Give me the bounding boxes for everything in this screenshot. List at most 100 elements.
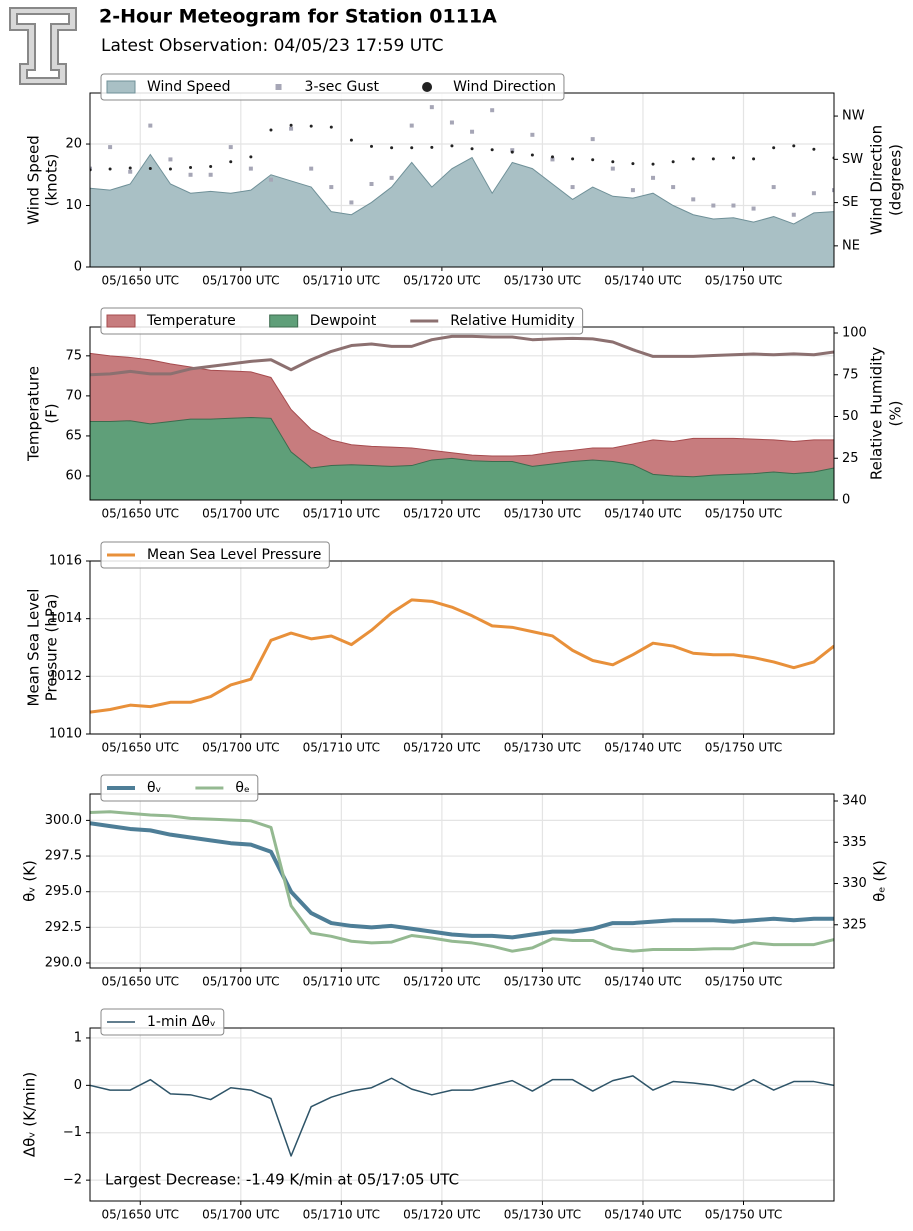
y-tick-label: 75 (65, 348, 82, 363)
x-tick-label: 05/1730 UTC (504, 975, 581, 989)
direction-point (209, 165, 213, 169)
gust-point (329, 185, 334, 190)
y2-tick-label: 340 (842, 794, 867, 809)
gust-point (228, 145, 233, 150)
y2-tick-label: 75 (842, 367, 859, 382)
legend-label: 1-min Δθᵥ (147, 1014, 216, 1030)
y-label: Δθᵥ (K/min) (21, 1072, 39, 1157)
x-tick-label: 05/1750 UTC (705, 1208, 782, 1222)
gust-point (289, 126, 294, 131)
legend-swatch (275, 84, 282, 90)
x-tick-label: 05/1710 UTC (303, 741, 380, 755)
direction-point (148, 166, 152, 170)
area-edge (90, 352, 834, 457)
y-tick-label: 292.5 (45, 920, 82, 935)
y2-label: (%) (887, 401, 905, 427)
x-tick-label: 05/1750 UTC (705, 975, 782, 989)
y-tick-label: 297.5 (45, 849, 82, 864)
x-tick-label: 05/1710 UTC (303, 975, 380, 989)
x-tick-label: 05/1710 UTC (303, 274, 380, 288)
gust-point (309, 166, 314, 171)
panel: 05/1650 UTC 05/1700 UTC 05/1710 UTC 05/1720… (25, 73, 905, 288)
direction-point (108, 167, 112, 171)
gust-point (470, 129, 475, 134)
y-tick-label: 65 (65, 428, 82, 443)
y-tick-label: 1010 (49, 727, 82, 742)
x-tick-label: 05/1740 UTC (604, 975, 681, 989)
legend-box (100, 73, 565, 101)
x-tick-label: 05/1720 UTC (403, 975, 480, 989)
x-tick-label: 05/1730 UTC (504, 274, 581, 288)
y-tick-label: 0 (74, 260, 82, 275)
direction-point (691, 157, 695, 161)
legend: Mean Sea Level Pressure (100, 541, 330, 569)
y-tick-label: 0 (74, 1078, 82, 1093)
y-label: (F) (43, 403, 61, 423)
area-edge (90, 417, 834, 478)
legend-swatch (106, 80, 136, 94)
x-tick-label: 05/1720 UTC (403, 1208, 480, 1222)
direction-point (550, 155, 554, 159)
gust-point (90, 166, 92, 171)
y-tick-label: 290.0 (45, 956, 82, 971)
legend-box (100, 1008, 225, 1036)
x-tick-label: 05/1750 UTC (705, 507, 782, 521)
legend-swatch (269, 314, 299, 328)
legend-label: 3-sec Gust (305, 79, 380, 95)
gust-point (490, 108, 495, 113)
x-tick-label: 05/1720 UTC (403, 274, 480, 288)
y-tick-label: 10 (65, 198, 82, 213)
line (90, 598, 834, 714)
y2-tick-label: NW (842, 109, 865, 124)
line (90, 821, 834, 940)
gust-point (208, 172, 213, 177)
legend-label: Wind Direction (453, 79, 556, 95)
x-tick-label: 05/1740 UTC (604, 507, 681, 521)
page-title: 2-Hour Meteogram for Station 0111A (99, 6, 497, 28)
legend-label: Relative Humidity (450, 313, 574, 329)
gust-point (671, 185, 676, 190)
direction-point (571, 157, 575, 161)
direction-point (349, 138, 353, 142)
gust-point (128, 169, 133, 174)
panel: 05/1650 UTC 05/1700 UTC 05/1710 UTC 05/1720… (25, 307, 905, 521)
y2-tick-label: 325 (842, 917, 867, 932)
gust-point (590, 137, 595, 142)
legend-label: θₑ (235, 780, 249, 796)
legend-label: Mean Sea Level Pressure (147, 547, 321, 563)
y-label: Pressure (hPa) (43, 594, 61, 702)
gust-point (570, 185, 575, 190)
gust-point (148, 123, 153, 128)
annotation: Largest Decrease: -1.49 K/min at 05/17:0… (105, 1171, 459, 1189)
y-tick-label: 20 (65, 137, 82, 152)
page-subtitle: Latest Observation: 04/05/23 17:59 UTC (101, 36, 443, 56)
direction-point (631, 162, 635, 166)
legend-label: Wind Speed (147, 79, 231, 95)
y-tick-label: −1 (63, 1125, 82, 1140)
panel: 05/1650 UTC 05/1700 UTC 05/1710 UTC 05/1720… (21, 774, 889, 989)
direction-point (289, 123, 293, 127)
legend-swatch (106, 314, 136, 328)
legend: Temperature Dewpoint Relative Humidity (100, 307, 584, 335)
legend-label: Dewpoint (310, 313, 377, 329)
y2-tick-label: 50 (842, 409, 859, 424)
direction-point (430, 145, 434, 149)
y-label: Temperature (25, 366, 43, 462)
y2-label: Relative Humidity (868, 347, 886, 480)
x-tick-label: 05/1700 UTC (202, 975, 279, 989)
gust-point (510, 148, 515, 153)
legend-box (100, 774, 259, 802)
y-tick-label: 1 (74, 1030, 82, 1045)
gust-point (771, 185, 776, 190)
x-tick-label: 05/1750 UTC (705, 741, 782, 755)
legend-box (100, 541, 330, 569)
plot-frame (89, 1027, 835, 1202)
direction-point (752, 157, 756, 161)
y2-label: (degrees) (887, 144, 905, 216)
gust-point (811, 191, 816, 196)
line (90, 810, 834, 953)
legend: Wind Speed 3-sec Gust Wind Direction (100, 73, 565, 101)
y2-tick-label: 0 (842, 493, 850, 508)
